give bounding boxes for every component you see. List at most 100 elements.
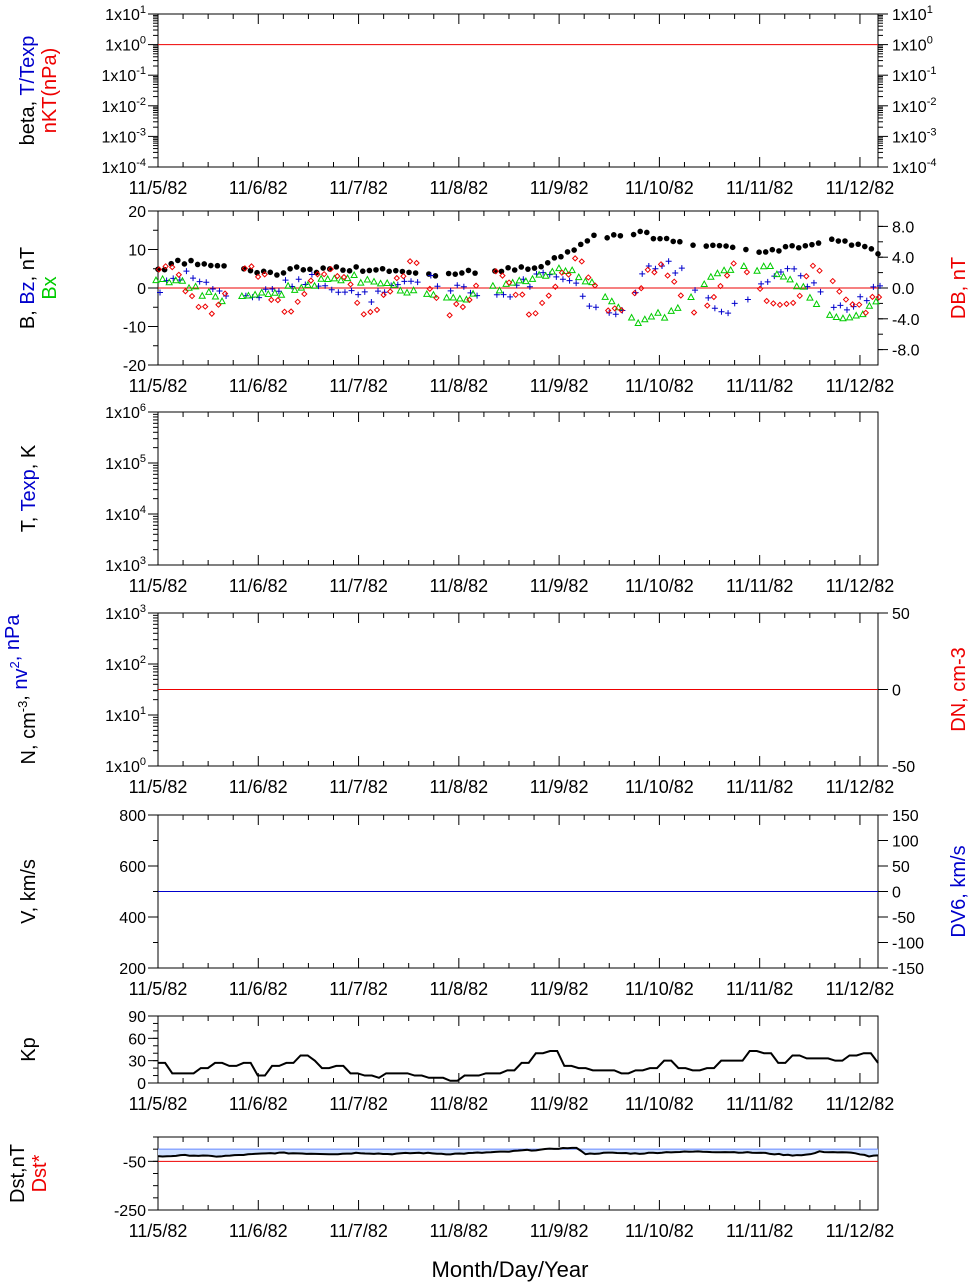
- bz-point: [672, 269, 679, 276]
- bz-point: [203, 279, 210, 286]
- panel-v: 800 600 400 200 150 100 50 0 -50 -100 -150 11/5/82 1…: [18, 808, 970, 999]
- bz-point: [275, 288, 282, 295]
- bz-point: [810, 279, 817, 286]
- x-tick-label: 11/7/82: [329, 376, 388, 396]
- db-point: [803, 273, 810, 280]
- b-point: [333, 264, 340, 270]
- b-point: [280, 270, 287, 276]
- bx-point: [707, 272, 715, 280]
- bx-point: [469, 289, 477, 297]
- bx-point: [839, 314, 847, 322]
- y-tick-label: -50: [123, 1154, 146, 1171]
- db-point: [809, 262, 817, 270]
- bz-point: [553, 273, 560, 280]
- bz-point: [764, 278, 771, 285]
- bx-point: [277, 290, 286, 298]
- db-point: [274, 296, 282, 304]
- y-tick-label: -10: [123, 320, 146, 337]
- x-tick-label: 11/7/82: [329, 1221, 388, 1241]
- bz-point: [592, 304, 599, 311]
- b-point: [723, 243, 729, 249]
- bx-point: [495, 286, 504, 294]
- b-point: [320, 265, 326, 271]
- x-tick-label: 11/10/82: [625, 777, 694, 797]
- x-tick-label: 11/9/82: [530, 1094, 589, 1114]
- b-point: [340, 267, 346, 273]
- bx-point: [535, 270, 543, 278]
- bx-point: [370, 277, 378, 285]
- y-tick-label: 20: [128, 204, 146, 221]
- bx-point: [323, 274, 332, 282]
- y-tick-label: 1x104: [105, 504, 146, 524]
- x-tick-label: 11/11/82: [726, 777, 793, 797]
- bx-point: [330, 274, 339, 282]
- db-point: [195, 303, 202, 311]
- bx-point: [568, 266, 576, 274]
- b-point: [855, 241, 861, 248]
- b-point: [710, 242, 716, 249]
- x-tick-label: 11/9/82: [530, 979, 589, 999]
- db-point: [538, 299, 546, 307]
- bz-point: [678, 265, 685, 272]
- y-tick-label: -20: [123, 358, 146, 375]
- bz-point: [348, 287, 355, 294]
- x-tick-label: 11/10/82: [625, 178, 694, 198]
- db-point: [353, 299, 361, 307]
- y-tick-label: 90: [128, 1009, 146, 1026]
- bz-point: [447, 287, 454, 294]
- b-point: [181, 261, 188, 267]
- x-tick-label: 11/8/82: [429, 1221, 488, 1241]
- b-point: [188, 257, 194, 264]
- x-tick-label: 11/10/82: [625, 376, 694, 396]
- y-tick-label: 1x100: [105, 756, 146, 776]
- bx-point: [779, 272, 788, 280]
- bx-point: [548, 267, 557, 275]
- bz-point: [665, 258, 672, 265]
- y-right-tick-label: 8.0: [892, 219, 914, 236]
- bz-point: [282, 277, 289, 284]
- db-point: [367, 308, 374, 316]
- bx-point: [528, 274, 537, 282]
- y-tick-label: 1x103: [105, 603, 146, 623]
- bz-point: [566, 277, 573, 284]
- b-point: [406, 269, 412, 276]
- b-point: [175, 257, 181, 264]
- db-point: [400, 272, 407, 280]
- b-point: [505, 264, 511, 271]
- y-tick-label: 1x105: [105, 453, 146, 473]
- bz-point: [830, 304, 837, 311]
- db-point: [453, 300, 460, 308]
- bx-point: [640, 315, 649, 323]
- bx-point: [700, 280, 709, 288]
- b-point: [201, 261, 208, 267]
- db-point: [763, 297, 770, 305]
- db-point: [162, 263, 169, 270]
- b-point: [392, 267, 399, 274]
- bz-point: [784, 265, 791, 272]
- b-point: [650, 235, 657, 242]
- y-axis-title: N, cm-3, nv2, nPa: [2, 614, 40, 765]
- b-point: [637, 228, 644, 235]
- b-point: [386, 268, 392, 275]
- bx-point: [561, 266, 570, 274]
- b-point: [379, 265, 386, 272]
- panel-n: 1x103 1x102 1x101 1x100 50 0 -50 11/5/82 11/6/82…: [2, 603, 970, 797]
- y-tick-label: 0: [137, 281, 146, 298]
- bx-point: [456, 294, 464, 302]
- db-point: [677, 292, 685, 299]
- bx-point: [614, 303, 623, 311]
- x-tick-label: 11/12/82: [826, 576, 895, 596]
- b-point: [353, 264, 359, 270]
- y-right-tick-label: -150: [892, 961, 924, 978]
- db-point: [241, 265, 249, 272]
- bz-point: [209, 286, 216, 293]
- bx-point: [627, 313, 636, 321]
- bz-point: [507, 293, 514, 300]
- bx-point: [251, 290, 259, 298]
- y-axis-title: T, Texp, K: [18, 444, 40, 532]
- bz-point: [216, 288, 223, 295]
- x-tick-label: 11/6/82: [229, 376, 288, 396]
- db-point: [756, 285, 764, 293]
- bx-point: [244, 291, 253, 299]
